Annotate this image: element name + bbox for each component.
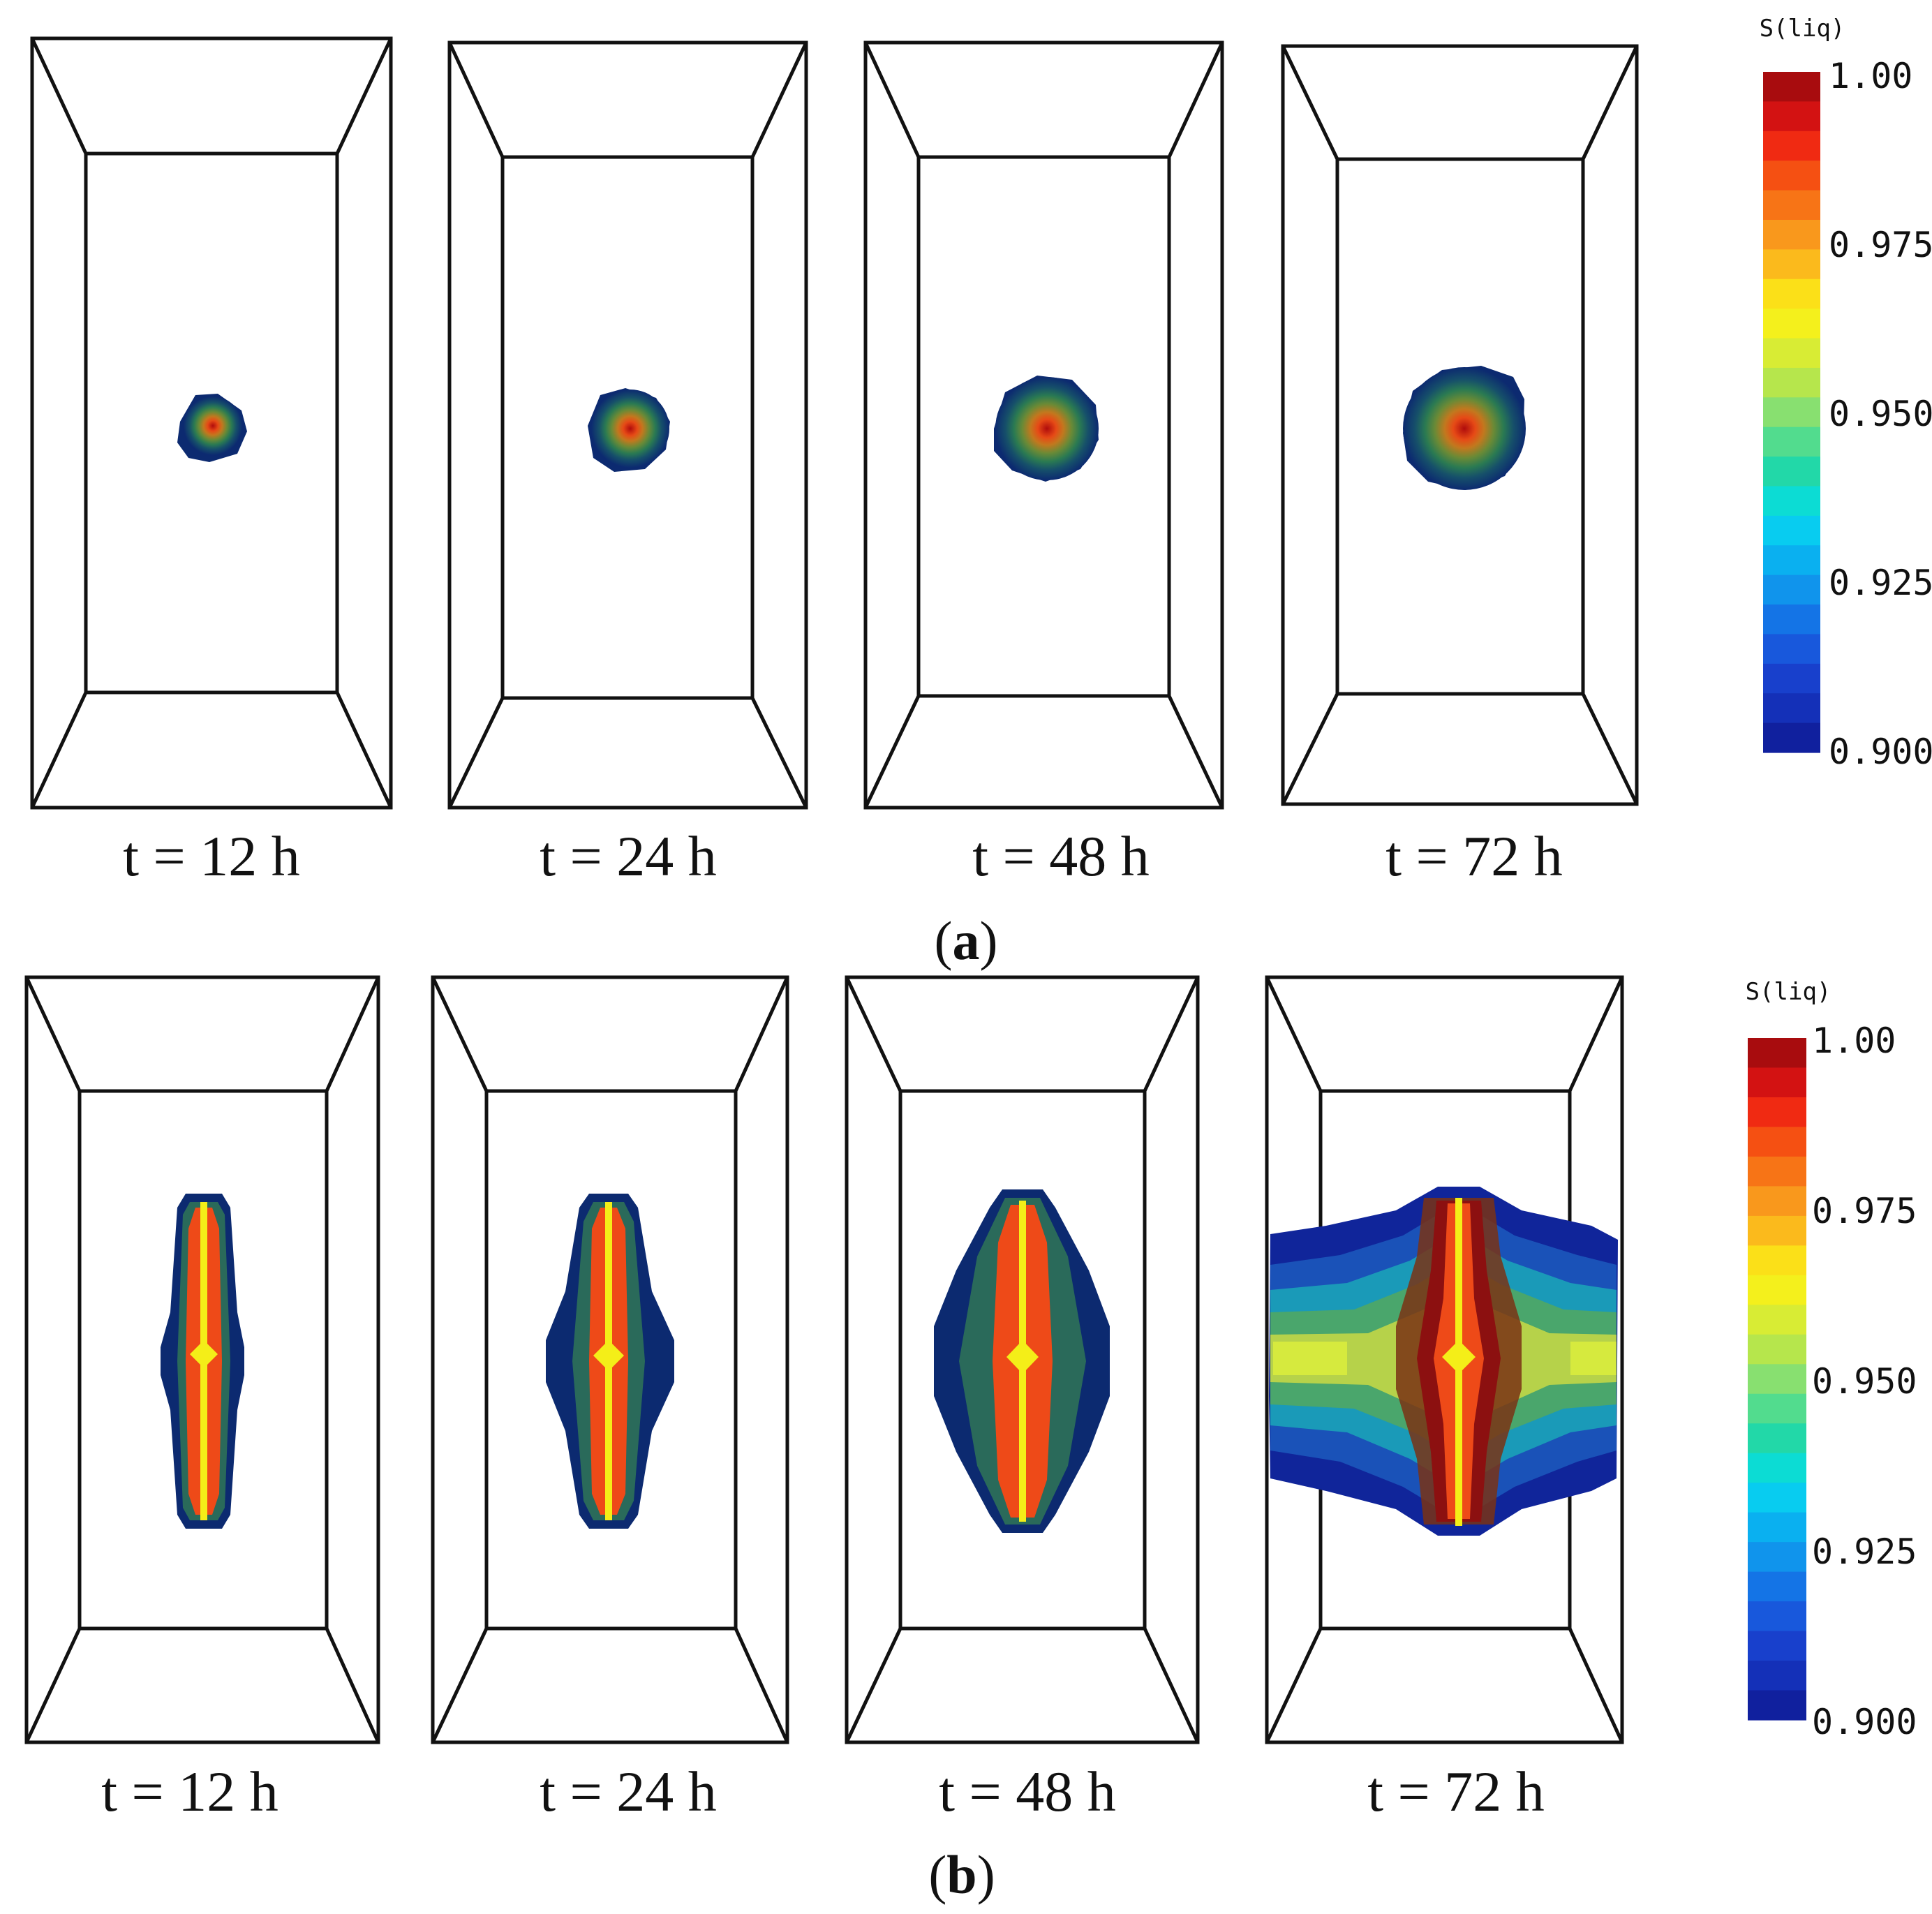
svg-text:(a): (a) <box>935 910 998 971</box>
colorbar-tick-b-1: 1.00 <box>1812 1021 1896 1061</box>
box-frame-a-12h <box>30 36 393 810</box>
colorbar-step-a-18 <box>1763 574 1820 605</box>
colorbar-step-b-23 <box>1748 1690 1806 1721</box>
box-frame-b-24h <box>431 975 789 1744</box>
colorbar-step-b-1 <box>1748 1038 1806 1069</box>
colorbar-tick-a-2: 0.975 <box>1829 225 1932 265</box>
time-caption-b-24h: t = 24 h <box>540 1760 717 1823</box>
colorbar-step-b-11 <box>1748 1334 1806 1365</box>
colorbar-steps-b <box>1748 1038 1806 1721</box>
colorbar-step-b-15 <box>1748 1453 1806 1483</box>
time-caption-b-48h: t = 48 h <box>939 1760 1116 1823</box>
box-frame-a-48h <box>863 40 1224 810</box>
panel-letter-a: a <box>953 910 980 971</box>
panel-label-a: (a) <box>935 910 998 971</box>
panel-b: t = 12 h t = 24 h t = 48 h t = 72 h (b) … <box>24 975 1917 1905</box>
colorbar-step-a-7 <box>1763 249 1820 280</box>
colorbar-tick-b-4: 0.925 <box>1812 1531 1917 1572</box>
liquid-saturation-spindle-b-48h <box>934 1189 1110 1533</box>
time-caption-a-48h: t = 48 h <box>972 824 1150 888</box>
liquid-saturation-blob-a-24h <box>588 388 670 472</box>
box-frame-b-48h <box>845 975 1200 1744</box>
panel-letter-b: b <box>946 1844 976 1905</box>
colorbar-tick-a-4: 0.925 <box>1829 563 1932 603</box>
liquid-saturation-blob-a-12h <box>177 394 247 462</box>
colorbar-step-a-15 <box>1763 486 1820 517</box>
colorbar-step-a-13 <box>1763 426 1820 457</box>
colorbar-step-a-16 <box>1763 515 1820 546</box>
colorbar-step-b-6 <box>1748 1186 1806 1217</box>
colorbar-step-b-9 <box>1748 1275 1806 1305</box>
liquid-saturation-blob-b-72h <box>1269 1187 1618 1536</box>
colorbar-step-b-4 <box>1748 1127 1806 1157</box>
colorbar-step-a-1 <box>1763 72 1820 102</box>
colorbar-step-a-3 <box>1763 131 1820 161</box>
colorbar-step-b-12 <box>1748 1364 1806 1395</box>
colorbar-step-a-10 <box>1763 338 1820 369</box>
colorbar-step-a-6 <box>1763 219 1820 250</box>
colorbar-step-a-20 <box>1763 634 1820 665</box>
liquid-saturation-spindle-b-24h <box>546 1194 674 1529</box>
colorbar-step-b-3 <box>1748 1097 1806 1128</box>
colorbar-a: S(liq) 1.00 0.975 0.950 0.925 0.900 <box>1760 15 1932 772</box>
colorbar-tick-b-5: 0.900 <box>1812 1702 1917 1742</box>
colorbar-step-a-4 <box>1763 161 1820 191</box>
time-caption-a-12h: t = 12 h <box>123 824 300 888</box>
panel-label-b: (b) <box>928 1844 995 1905</box>
colorbar-step-b-18 <box>1748 1542 1806 1573</box>
colorbar-step-a-2 <box>1763 101 1820 132</box>
colorbar-tick-b-2: 0.975 <box>1812 1191 1917 1231</box>
colorbar-step-b-8 <box>1748 1245 1806 1276</box>
colorbar-step-b-2 <box>1748 1067 1806 1098</box>
colorbar-steps-a <box>1763 72 1820 753</box>
colorbar-tick-a-3: 0.950 <box>1829 394 1932 434</box>
colorbar-step-b-10 <box>1748 1305 1806 1335</box>
colorbar-b: S(liq) 1.00 0.975 0.950 0.925 0.900 <box>1746 978 1917 1742</box>
colorbar-step-a-19 <box>1763 604 1820 635</box>
colorbar-step-b-13 <box>1748 1393 1806 1424</box>
colorbar-step-a-17 <box>1763 545 1820 576</box>
liquid-saturation-blob-a-72h <box>1403 366 1526 490</box>
time-caption-a-72h: t = 72 h <box>1385 824 1563 888</box>
colorbar-step-a-22 <box>1763 693 1820 724</box>
time-caption-b-12h: t = 12 h <box>101 1760 278 1823</box>
colorbar-title-b: S(liq) <box>1746 978 1831 1006</box>
panel-a: t = 12 h t = 24 h t = 48 h t = 72 h (a) … <box>30 15 1932 971</box>
svg-text:(b): (b) <box>928 1844 995 1905</box>
colorbar-step-a-11 <box>1763 367 1820 398</box>
box-frame-a-72h <box>1281 44 1639 806</box>
colorbar-step-b-17 <box>1748 1512 1806 1543</box>
colorbar-step-b-14 <box>1748 1423 1806 1454</box>
colorbar-step-b-7 <box>1748 1215 1806 1246</box>
time-caption-a-24h: t = 24 h <box>540 824 717 888</box>
liquid-saturation-spindle-b-12h <box>161 1194 244 1529</box>
colorbar-tick-a-1: 1.00 <box>1829 56 1912 96</box>
time-caption-b-72h: t = 72 h <box>1367 1760 1545 1823</box>
colorbar-step-b-20 <box>1748 1601 1806 1632</box>
colorbar-step-b-5 <box>1748 1156 1806 1187</box>
colorbar-step-a-8 <box>1763 279 1820 309</box>
colorbar-step-a-5 <box>1763 190 1820 221</box>
box-frame-a-24h <box>447 40 808 810</box>
colorbar-step-b-19 <box>1748 1571 1806 1602</box>
box-frame-b-12h <box>24 975 380 1744</box>
colorbar-step-a-12 <box>1763 397 1820 428</box>
colorbar-step-a-14 <box>1763 457 1820 487</box>
colorbar-step-b-16 <box>1748 1483 1806 1513</box>
colorbar-step-b-21 <box>1748 1631 1806 1661</box>
colorbar-step-b-22 <box>1748 1661 1806 1691</box>
liquid-saturation-blob-a-48h <box>994 376 1099 482</box>
colorbar-tick-a-5: 0.900 <box>1829 732 1932 772</box>
colorbar-tick-b-3: 0.950 <box>1812 1361 1917 1402</box>
colorbar-step-a-23 <box>1763 722 1820 753</box>
colorbar-step-a-9 <box>1763 309 1820 339</box>
colorbar-title-a: S(liq) <box>1760 15 1845 43</box>
colorbar-step-a-21 <box>1763 663 1820 694</box>
